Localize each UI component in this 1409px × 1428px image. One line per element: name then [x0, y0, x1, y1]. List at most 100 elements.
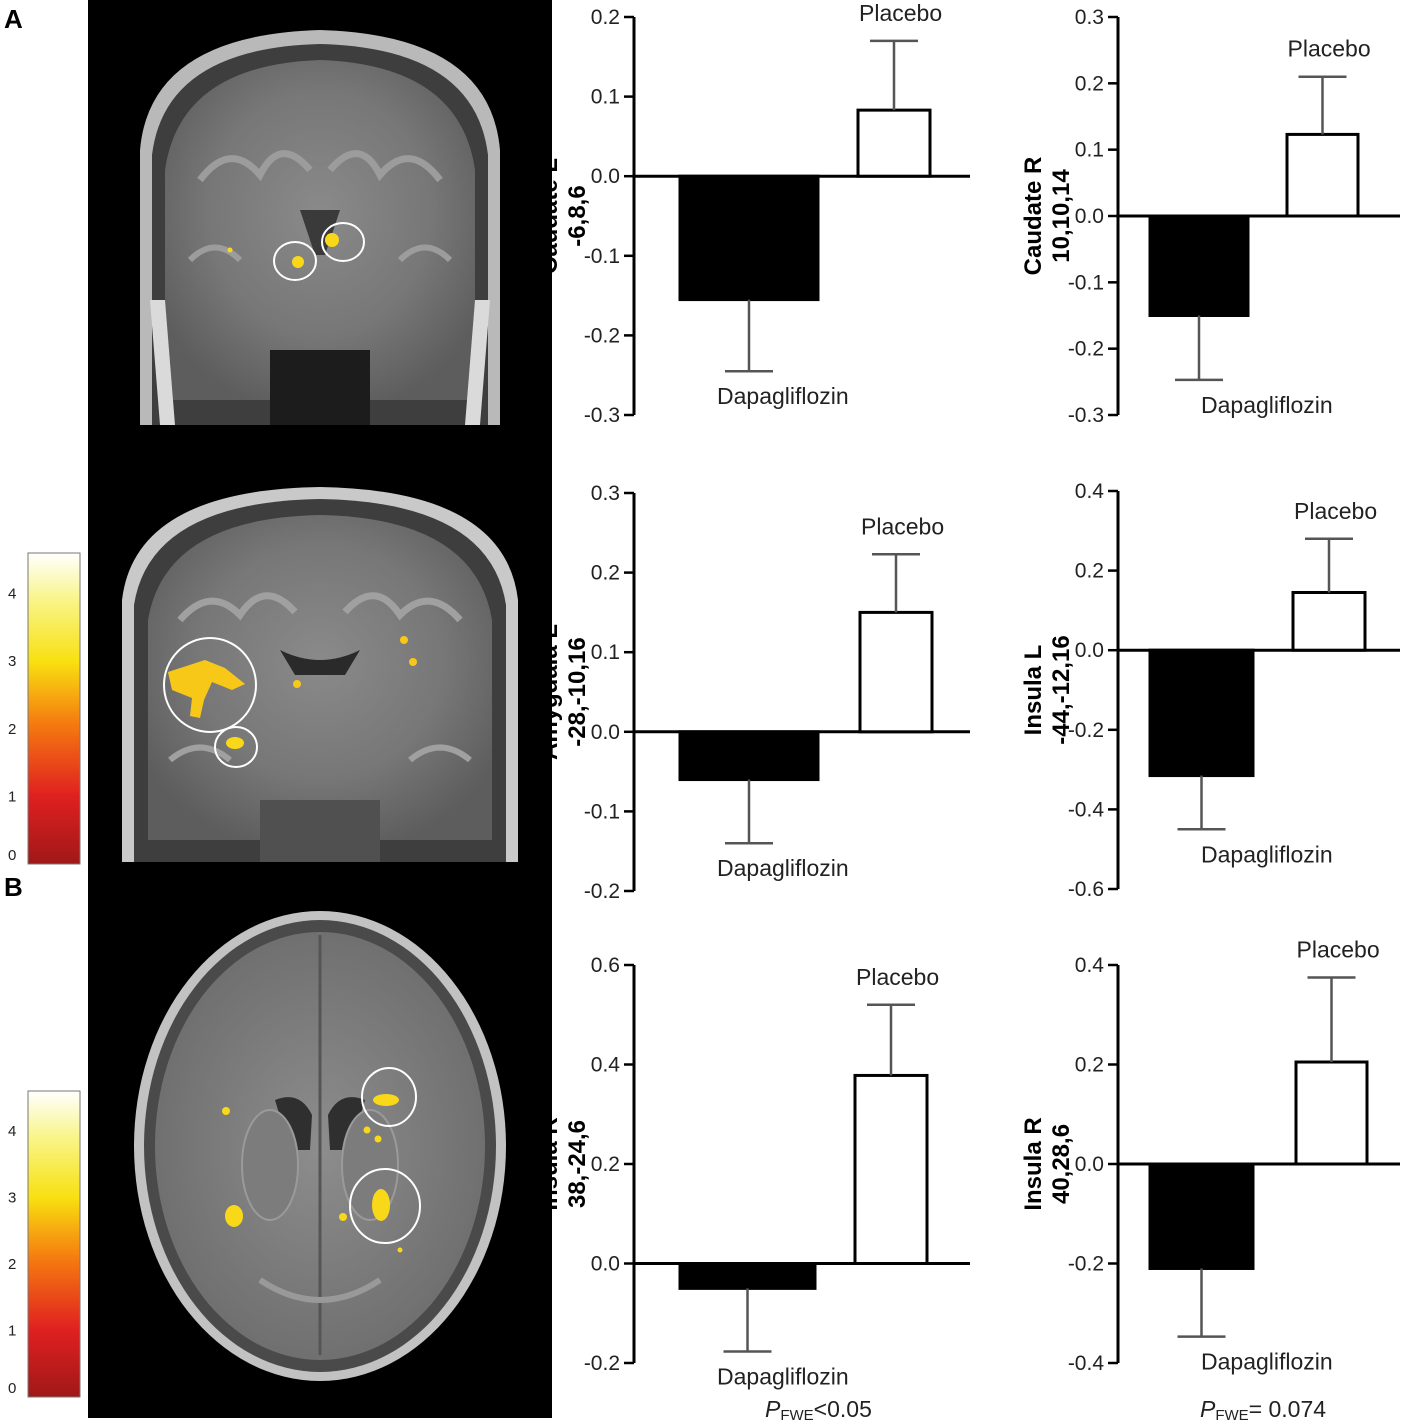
- bar-dapagliflozin: [1148, 214, 1250, 317]
- activation-cluster: [363, 1126, 371, 1134]
- bar-chart-4: -0.6 -0.4 -0.2 0.0 0.2 0.4 Dapagliflozin Placeb…: [1020, 480, 1400, 901]
- group-label-dapagliflozin: Dapagliflozin: [1201, 392, 1333, 418]
- y-axis-label: Insula L-44,-12,16: [1020, 635, 1075, 744]
- bar-placebo: [856, 108, 932, 178]
- colorbar-tick-label: 4: [8, 586, 16, 603]
- y-tick-label: -0.3: [1068, 404, 1104, 427]
- y-axis-label: Caudate L-6,8,6: [536, 158, 591, 274]
- p-symbol: P: [1200, 1396, 1216, 1422]
- activation-cluster: [227, 247, 233, 253]
- brain-image-coronal-2: [122, 487, 518, 862]
- region-coordinates: -44,-12,16: [1048, 635, 1075, 744]
- p-value: = 0.074: [1248, 1396, 1327, 1422]
- region-name: Insula L: [1020, 645, 1047, 736]
- bar-chart-5: -0.2 0.0 0.2 0.4 0.6 Dapagliflozin Placebo Insu…: [536, 954, 970, 1390]
- y-axis-label: Amygdala L-28,-10,16: [536, 624, 591, 760]
- group-label-placebo: Placebo: [861, 513, 944, 539]
- roi-highlight-circle: [361, 1067, 417, 1127]
- region-name: Caudate R: [1020, 157, 1047, 276]
- y-tick-label: 0.3: [591, 482, 620, 505]
- bar-placebo: [858, 610, 934, 734]
- bar-chart-2: -0.3 -0.2 -0.1 0.0 0.1 0.2 0.3 Dapagliflozin Pla…: [1020, 6, 1400, 427]
- brain-image-coronal-1: [140, 30, 500, 425]
- bar-placebo: [1294, 1060, 1369, 1166]
- y-tick-label: 0.2: [1075, 560, 1104, 583]
- y-tick-label: 0.2: [591, 1153, 620, 1176]
- region-coordinates: -6,8,6: [564, 185, 591, 246]
- colorbar-tick-label: 0: [8, 1380, 16, 1397]
- activation-cluster: [409, 658, 417, 666]
- y-tick-label: 0.6: [591, 954, 620, 977]
- y-tick-label: 0.0: [591, 165, 620, 188]
- activation-cluster: [397, 1247, 403, 1253]
- region-coordinates: 40,28,6: [1048, 1124, 1075, 1204]
- bar-dapagliflozin: [678, 1262, 817, 1290]
- y-tick-label: 0.4: [1075, 480, 1105, 503]
- y-tick-label: -0.3: [584, 404, 620, 427]
- roi-highlight-circle: [273, 241, 317, 281]
- panel-label-a: A: [4, 4, 23, 34]
- colorbar-tick-label: 2: [8, 1256, 16, 1273]
- group-label-placebo: Placebo: [856, 964, 939, 990]
- activation-cluster: [373, 1094, 399, 1106]
- y-tick-label: 0.0: [1075, 205, 1104, 228]
- y-tick-label: 0.2: [591, 562, 620, 585]
- y-tick-label: 0.4: [1075, 954, 1105, 977]
- p-value: <0.05: [813, 1396, 872, 1422]
- group-label-dapagliflozin: Dapagliflozin: [1201, 1349, 1333, 1375]
- y-tick-label: -0.1: [1068, 271, 1104, 294]
- y-tick-label: 0.1: [591, 641, 620, 664]
- y-tick-label: 0.0: [591, 1253, 620, 1276]
- colorbar-tick-label: 2: [8, 721, 16, 738]
- brain-image-axial: [134, 911, 506, 1381]
- colorbar: 0 1 2 3 4: [8, 1090, 81, 1398]
- y-tick-label: -0.2: [584, 880, 620, 903]
- activation-cluster: [293, 680, 301, 688]
- y-tick-label: -0.2: [584, 1352, 620, 1375]
- y-tick-label: 0.4: [591, 1054, 621, 1077]
- region-name: Insula R: [536, 1117, 563, 1210]
- colorbar: 0 1 2 3 4: [8, 552, 81, 865]
- bar-placebo: [853, 1073, 929, 1265]
- activation-cluster: [374, 1135, 382, 1143]
- bar-charts: -0.3 -0.2 -0.1 0.0 0.1 0.2 Dapagliflozin Placeb…: [536, 0, 1400, 1390]
- y-tick-label: 0.0: [1075, 1153, 1104, 1176]
- group-label-placebo: Placebo: [1297, 936, 1380, 962]
- panel-label-b: B: [4, 872, 23, 902]
- y-tick-label: 0.1: [1075, 139, 1104, 162]
- colorbar-tick-label: 4: [8, 1123, 16, 1140]
- bar-chart-1: -0.3 -0.2 -0.1 0.0 0.1 0.2 Dapagliflozin Placeb…: [536, 0, 970, 427]
- bar-dapagliflozin: [1148, 648, 1255, 778]
- bar-dapagliflozin: [678, 730, 820, 782]
- group-label-dapagliflozin: Dapagliflozin: [717, 855, 849, 881]
- group-label-placebo: Placebo: [859, 0, 942, 26]
- group-label-dapagliflozin: Dapagliflozin: [717, 383, 849, 409]
- group-label-dapagliflozin: Dapagliflozin: [717, 1364, 849, 1390]
- bar-dapagliflozin: [1148, 1162, 1255, 1270]
- y-tick-label: 0.3: [1075, 6, 1104, 29]
- region-coordinates: 10,10,14: [1048, 169, 1075, 263]
- y-tick-label: -0.4: [1068, 798, 1105, 821]
- roi-highlight-circle: [214, 726, 258, 768]
- y-tick-label: -0.1: [584, 800, 620, 823]
- activation-cluster: [168, 660, 245, 718]
- y-tick-label: -0.2: [1068, 338, 1104, 361]
- roi-highlight-circle: [163, 637, 257, 733]
- y-axis-label: Insula R38,-24,6: [536, 1117, 591, 1210]
- colorbar-tick-label: 1: [8, 788, 16, 805]
- group-label-dapagliflozin: Dapagliflozin: [1201, 841, 1333, 867]
- y-tick-label: 0.1: [591, 86, 620, 109]
- p-value-note-2: PFWE= 0.074: [1200, 1396, 1326, 1424]
- activation-cluster: [222, 1107, 230, 1115]
- region-coordinates: -28,-10,16: [564, 637, 591, 746]
- bar-placebo: [1291, 590, 1367, 652]
- region-name: Amygdala L: [536, 624, 563, 760]
- y-tick-label: -0.1: [584, 245, 620, 268]
- p-symbol: P: [765, 1396, 781, 1422]
- activation-cluster: [372, 1189, 390, 1221]
- activation-cluster: [400, 636, 408, 644]
- activation-cluster: [226, 737, 244, 749]
- roi-highlight-circle: [321, 222, 365, 262]
- y-tick-label: -0.4: [1068, 1352, 1105, 1375]
